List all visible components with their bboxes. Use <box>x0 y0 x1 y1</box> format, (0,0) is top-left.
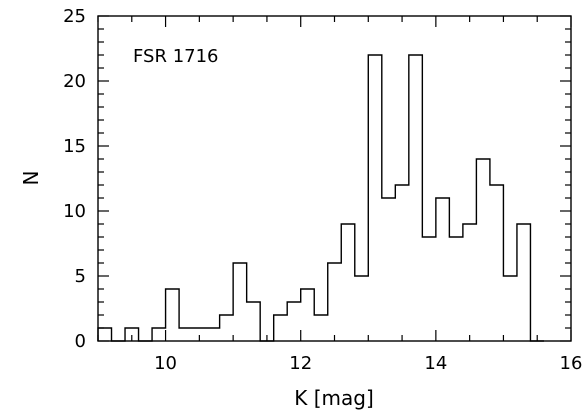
y-tick-label: 20 <box>63 71 86 92</box>
x-tick-label: 14 <box>424 353 447 374</box>
x-axis-label: K [mag] <box>294 386 374 410</box>
y-tick-label: 10 <box>63 201 86 222</box>
tick-labels-layer: 10 12 14 16 0 5 10 15 20 25 <box>63 6 582 374</box>
y-axis-label: N <box>19 171 43 186</box>
x-tick-label: 12 <box>289 353 312 374</box>
x-tick-label: 10 <box>154 353 177 374</box>
cluster-annotation: FSR 1716 <box>133 46 219 67</box>
histogram-outline <box>97 54 544 342</box>
y-tick-label: 15 <box>63 136 86 157</box>
y-tick-label: 0 <box>75 331 86 352</box>
ticks-layer <box>97 15 572 342</box>
y-tick-label: 25 <box>63 6 86 27</box>
y-tick-label: 5 <box>75 266 86 287</box>
x-tick-label: 16 <box>560 353 583 374</box>
plot-frame <box>97 15 572 342</box>
